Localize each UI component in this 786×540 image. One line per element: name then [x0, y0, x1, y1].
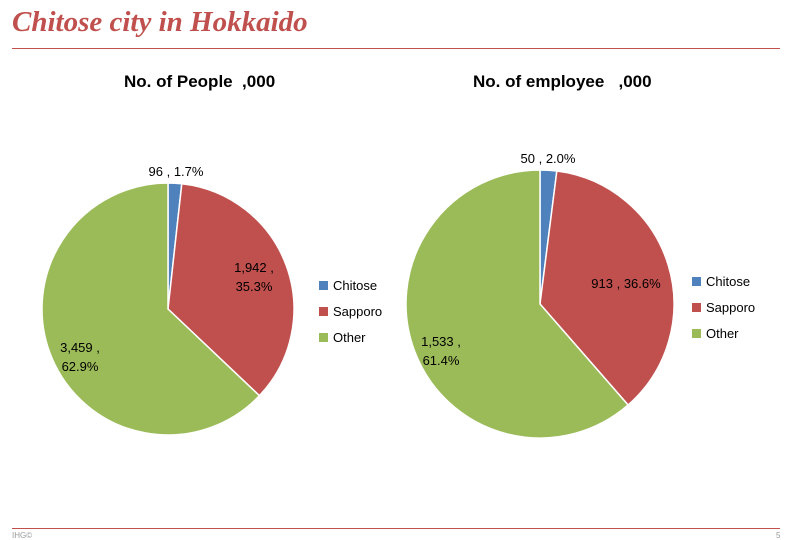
legend-label-sapporo: Sapporo: [333, 304, 382, 319]
legend-label-sapporo: Sapporo: [706, 300, 755, 315]
legend-swatch-sapporo: [692, 303, 701, 312]
slide-title: Chitose city in Hokkaido: [12, 6, 308, 38]
data-label-chitose: 50 , 2.0%: [521, 151, 576, 166]
data-label-other: 3,459 , 62.9%: [60, 340, 100, 374]
legend-label-other: Other: [706, 326, 739, 341]
legend-label-chitose: Chitose: [706, 274, 750, 289]
legend-swatch-other: [319, 333, 328, 342]
legend-swatch-other: [692, 329, 701, 338]
legend-label-chitose: Chitose: [333, 278, 377, 293]
pie-chart-1: 50 , 2.0% 913 , 36.6% 1,533 , 61.4% Chitose S…: [405, 151, 755, 439]
pie-slice-other: [405, 169, 630, 439]
chart-title-employee: No. of employee ,000: [473, 72, 652, 91]
pie-slice-sapporo: [539, 170, 675, 407]
data-label-sapporo: 913 , 36.6%: [591, 276, 661, 291]
footer-rule: [12, 528, 780, 529]
data-label-other: 1,533 , 61.4%: [421, 334, 461, 368]
data-label-chitose: 96 , 1.7%: [149, 164, 204, 179]
legend-swatch-sapporo: [319, 307, 328, 316]
legend-label-other: Other: [333, 330, 366, 345]
page-number: 5: [776, 531, 781, 540]
title-underline: [12, 48, 780, 49]
footer-logo-text: IHG©: [12, 531, 33, 540]
legend-swatch-chitose: [319, 281, 328, 290]
chart-title-people: No. of People ,000: [124, 72, 276, 91]
pie-chart-0: 96 , 1.7% 1,942 , 35.3% 3,459 , 62.9% Chitose…: [41, 164, 382, 436]
pie-slice-sapporo: [167, 182, 295, 397]
pie-slice-other: [41, 182, 261, 436]
data-label-sapporo: 1,942 , 35.3%: [234, 260, 274, 294]
legend-swatch-chitose: [692, 277, 701, 286]
